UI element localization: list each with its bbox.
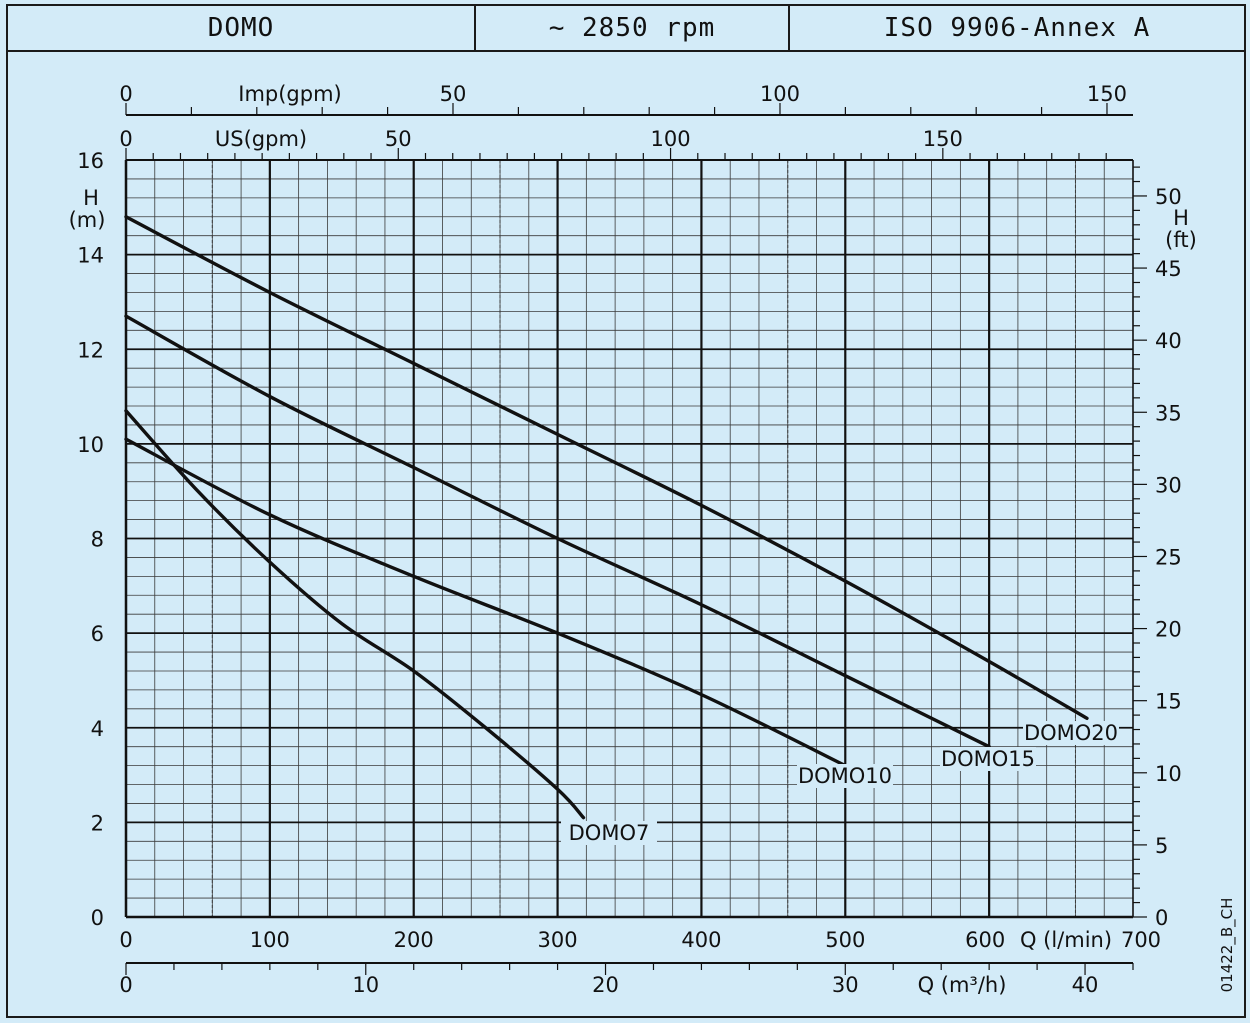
right-tick-label: 0	[1155, 906, 1168, 930]
m3h-tick-label: 0	[119, 973, 132, 997]
chart-border	[6, 50, 1246, 1018]
us-gpm-tick-label: 50	[385, 127, 412, 151]
m3h-tick-label: 30	[832, 973, 859, 997]
standard-label: ISO 9906-Annex A	[883, 13, 1151, 43]
right-tick-label: 20	[1155, 618, 1182, 642]
series-label-domo10: DOMO10	[798, 764, 892, 788]
right-tick-label: 5	[1155, 834, 1168, 858]
right-tick-label: 10	[1155, 762, 1182, 786]
right-tick-label: 45	[1155, 257, 1182, 281]
speed-label: ~ 2850 rpm	[476, 6, 790, 50]
series-line-domo7	[124, 409, 586, 820]
axes	[124, 103, 1147, 975]
imp-gpm-tick-label: 150	[1087, 82, 1127, 106]
chart-code: 01422_B_CH	[1218, 898, 1237, 993]
x-tick-label: 300	[538, 928, 578, 952]
bottom-axis-m3h-label: Q (m³/h)	[918, 973, 1007, 997]
m3h-tick-label: 40	[1072, 973, 1099, 997]
right-tick-label: 35	[1155, 401, 1182, 425]
series-line-domo20	[124, 215, 1089, 720]
y-tick-label: 6	[91, 622, 104, 646]
y-tick-label: 8	[91, 528, 104, 552]
y-tick-label: 0	[91, 906, 104, 930]
right-tick-label: 30	[1155, 473, 1182, 497]
y-tick-label: 2	[91, 811, 104, 835]
x-tick-label: 100	[250, 928, 290, 952]
chart-header: DOMO ~ 2850 rpm ISO 9906-Annex A	[6, 4, 1246, 52]
imp-gpm-tick-label: 50	[440, 82, 467, 106]
y-tick-label: 14	[77, 244, 104, 268]
m3h-tick-label: 20	[592, 973, 619, 997]
series-label-domo20: DOMO20	[1024, 721, 1118, 745]
imp-gpm-tick-label: 0	[119, 82, 132, 106]
x-tick-label: 400	[681, 928, 721, 952]
right-tick-label: 15	[1155, 690, 1182, 714]
x-tick-label: 500	[825, 928, 865, 952]
y-right-unit: (ft)	[1165, 228, 1197, 252]
x-tick-label: 600	[965, 928, 1005, 952]
series-label-bg	[940, 747, 1036, 771]
us-gpm-tick-label: 150	[923, 127, 963, 151]
y-tick-label: 4	[91, 717, 104, 741]
y-tick-label: 16	[77, 149, 104, 173]
series-line-domo10	[124, 437, 847, 768]
right-tick-label: 40	[1155, 329, 1182, 353]
y-tick-label: 10	[77, 433, 104, 457]
series-group	[124, 215, 1089, 820]
imp-gpm-tick-label: 100	[760, 82, 800, 106]
y-tick-label: 12	[77, 338, 104, 362]
m3h-tick-label: 10	[352, 973, 379, 997]
y-right-label: H	[1173, 206, 1189, 230]
x-tick-label: 0	[119, 928, 132, 952]
series-line-domo15	[124, 314, 991, 749]
y-left-unit: (m)	[69, 208, 106, 232]
top-axis-imp-label: Imp(gpm)	[238, 82, 341, 106]
series-label-bg	[1023, 721, 1119, 745]
x-tick-label: 200	[394, 928, 434, 952]
series-label-bg	[561, 821, 657, 845]
y-left-label: H	[83, 186, 99, 210]
right-tick-label: 50	[1155, 185, 1182, 209]
top-axis-us-label: US(gpm)	[215, 127, 307, 151]
series-label-bg	[797, 764, 893, 788]
series-label-domo7: DOMO7	[569, 821, 650, 845]
x-axis-label: Q (l/min)	[1020, 928, 1112, 952]
us-gpm-tick-label: 0	[119, 127, 132, 151]
series-label-domo15: DOMO15	[941, 747, 1035, 771]
right-tick-label: 25	[1155, 545, 1182, 569]
model-name: DOMO	[8, 6, 476, 50]
us-gpm-tick-label: 100	[651, 127, 691, 151]
x-tick-label: 700	[1121, 928, 1161, 952]
